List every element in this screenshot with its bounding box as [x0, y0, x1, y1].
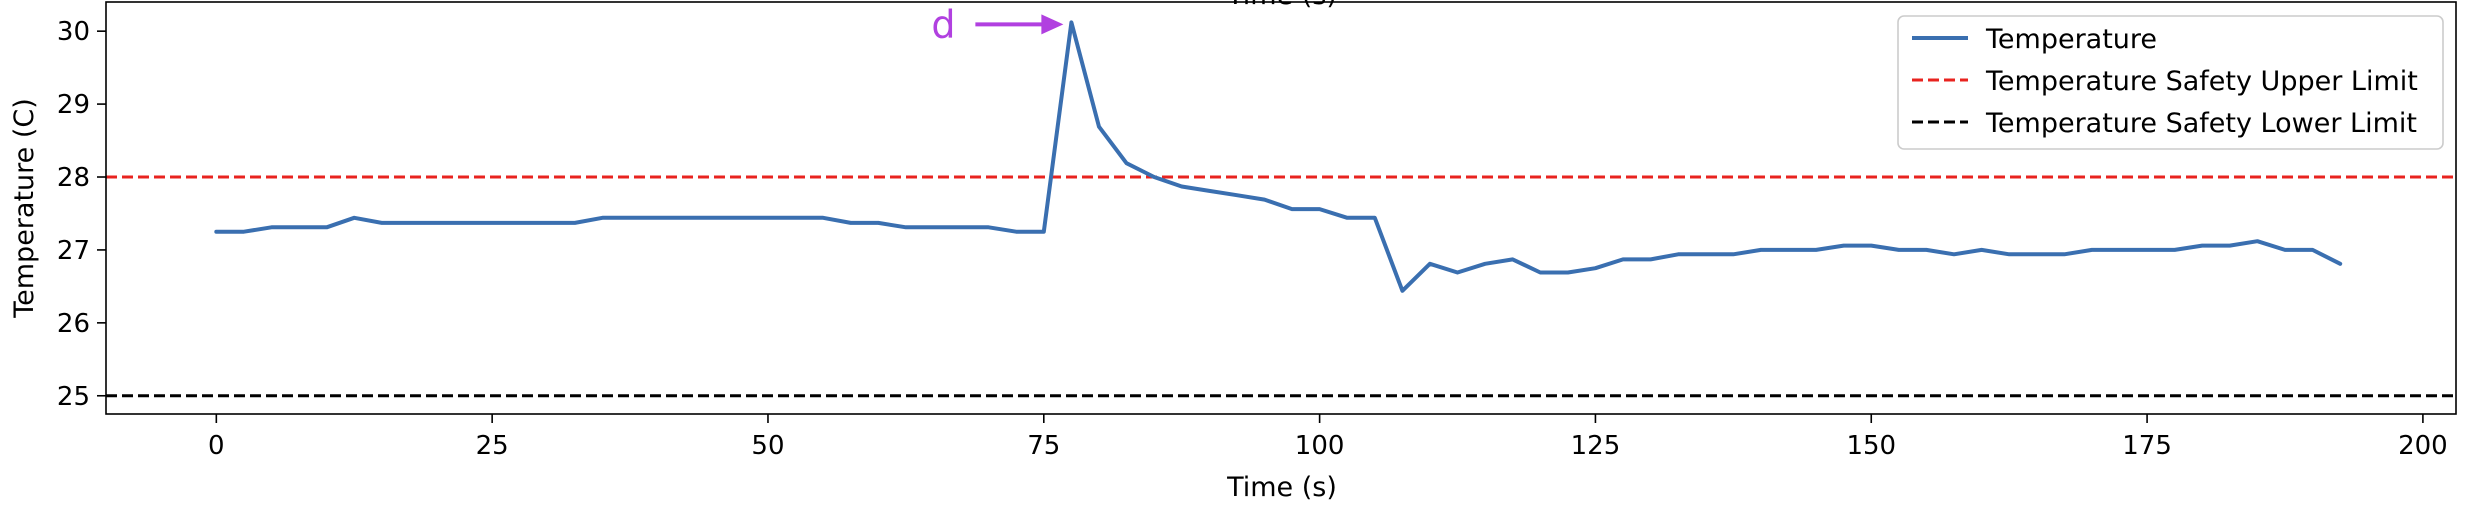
x-tick-label: 150	[1846, 431, 1896, 461]
plot-frame	[105, 1, 2457, 415]
annotation-label: d	[931, 2, 955, 46]
y-tick-label: 26	[57, 309, 90, 339]
y-tick-label: 28	[57, 163, 90, 193]
legend-label-temperature: Temperature	[1985, 24, 2157, 55]
legend-label-lower-limit: Temperature Safety Lower Limit	[1985, 108, 2417, 139]
x-tick-label: 25	[476, 431, 509, 461]
x-tick-label: 200	[2398, 431, 2448, 461]
plot-area	[105, 1, 2457, 415]
legend: Temperature Temperature Safety Upper Limi…	[1897, 15, 2444, 150]
y-axis: 25 26 27 28 29 30	[57, 17, 106, 412]
y-tick-label: 30	[57, 17, 90, 47]
x-axis: 0 25 50 75 100 125 150 175 200	[208, 414, 2448, 461]
x-tick-label: 50	[751, 431, 784, 461]
y-tick-label: 25	[57, 382, 90, 412]
y-tick-label: 27	[57, 236, 90, 266]
series-layer	[214, 20, 2343, 293]
legend-label-upper-limit: Temperature Safety Upper Limit	[1985, 66, 2418, 97]
x-axis-label: Time (s)	[1226, 472, 1337, 503]
annotation-arrow-head	[1041, 14, 1064, 35]
reference-lines	[106, 175, 2456, 398]
y-tick-label: 29	[57, 90, 90, 120]
cropped-top-label: Time (s)	[1226, 0, 1337, 11]
x-tick-label: 175	[2122, 431, 2172, 461]
x-tick-label: 75	[1027, 431, 1060, 461]
annotation-layer: d	[931, 2, 1064, 46]
y-axis-label: Temperature (C)	[9, 98, 40, 319]
x-tick-label: 125	[1571, 431, 1621, 461]
temperature-series-line	[214, 20, 2343, 293]
x-tick-label: 100	[1295, 431, 1345, 461]
x-tick-label: 0	[208, 431, 225, 461]
legend-frame	[1897, 15, 2444, 150]
